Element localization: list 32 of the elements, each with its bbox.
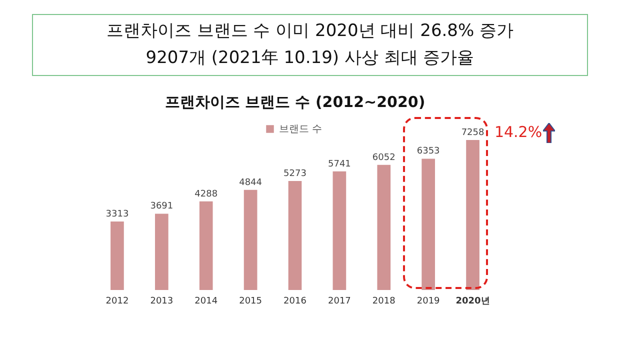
chart-title: 프랜차이즈 브랜드 수 (2012~2020) — [164, 93, 426, 111]
data-label: 3313 — [106, 210, 129, 220]
bar — [288, 181, 302, 290]
x-tick-label: 2014 — [194, 296, 218, 306]
text: 9207개 (2021年 10.19) 사상 최대 증가율 — [144, 47, 476, 70]
bar — [466, 140, 480, 290]
bar — [199, 201, 213, 290]
data-label: 5741 — [328, 159, 351, 170]
bar — [110, 222, 124, 290]
text: 프랜차이즈 브랜드 수 이미 2020년 대비 26.8% 증가 — [105, 20, 515, 43]
annotation: 14.2% — [494, 123, 542, 141]
bar — [377, 164, 391, 290]
legend-label: 브랜드 수 — [279, 124, 322, 135]
x-tick-label: 2018 — [372, 296, 396, 306]
bar — [422, 158, 435, 290]
x-tick-label: 2019 — [416, 296, 440, 306]
data-label: 4844 — [239, 178, 262, 188]
x-tick-label: 2013 — [150, 296, 174, 306]
bar — [332, 171, 346, 290]
data-label: 4288 — [194, 189, 218, 200]
x-tick-label: 2016 — [284, 296, 307, 306]
data-label: 6353 — [416, 146, 440, 157]
bar — [155, 214, 168, 290]
x-tick-label: 2020년 — [456, 296, 490, 306]
data-label: 6052 — [372, 152, 396, 163]
data-label: 5273 — [284, 169, 306, 180]
x-tick-label: 2012 — [106, 296, 129, 306]
data-label: 7258 — [461, 128, 485, 138]
bar — [244, 190, 258, 290]
x-tick-label: 2017 — [328, 296, 351, 306]
x-tick-label: 2015 — [239, 296, 262, 306]
data-label: 3691 — [150, 202, 174, 212]
